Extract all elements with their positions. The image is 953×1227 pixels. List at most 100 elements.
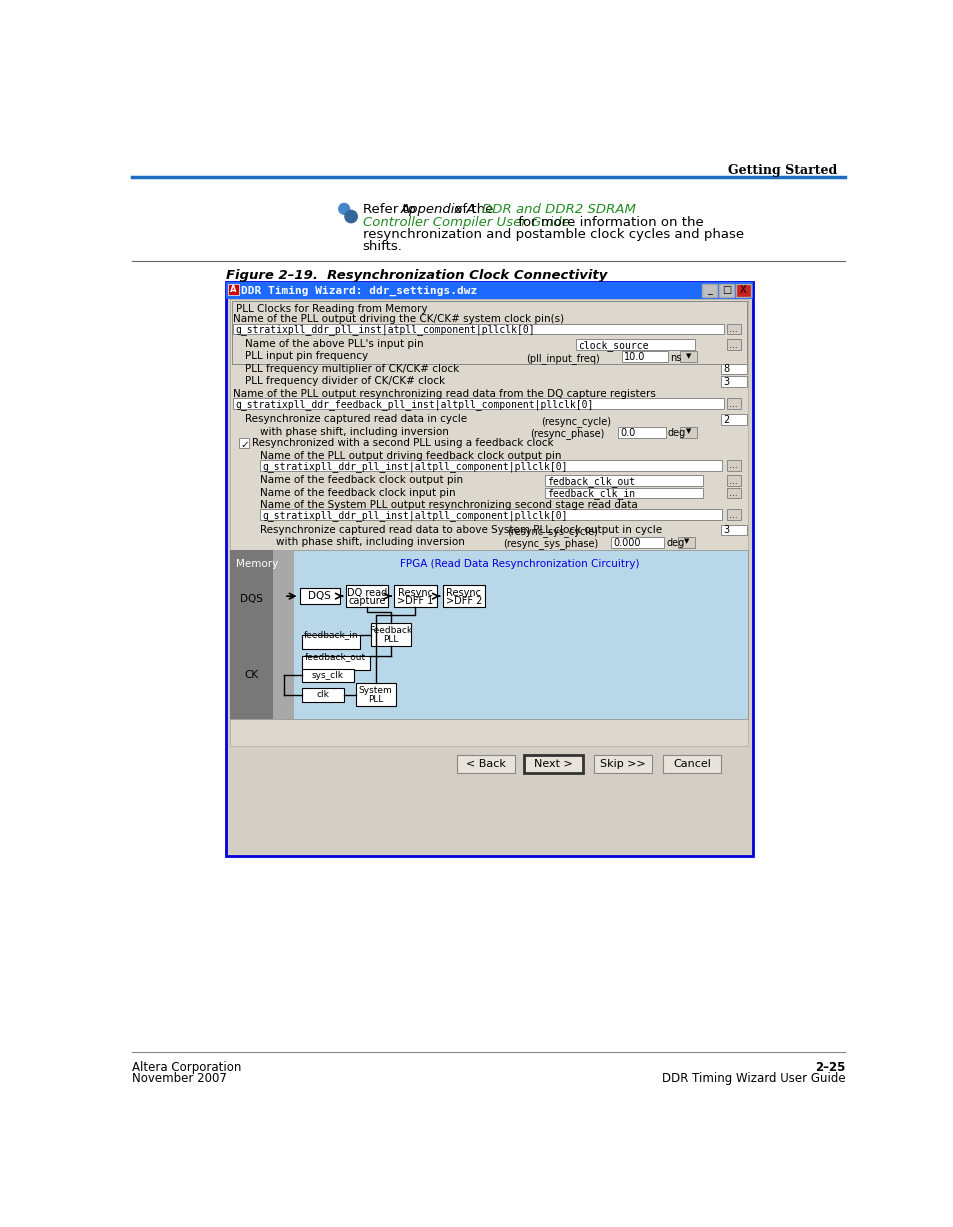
Text: Cancel: Cancel [673,760,710,769]
FancyBboxPatch shape [456,755,515,773]
FancyBboxPatch shape [260,509,721,520]
FancyBboxPatch shape [726,399,740,409]
FancyBboxPatch shape [720,415,746,426]
Text: Getting Started: Getting Started [728,164,837,177]
Text: Name of the PLL output driving the CK/CK# system clock pin(s): Name of the PLL output driving the CK/CK… [233,314,564,324]
Text: ...: ... [728,325,737,334]
Text: Resync: Resync [446,588,481,598]
Text: Figure 2–19.  Resynchronization Clock Connectivity: Figure 2–19. Resynchronization Clock Con… [225,269,606,282]
FancyBboxPatch shape [726,460,740,471]
Text: with phase shift, including inversion: with phase shift, including inversion [260,427,449,437]
Text: Resynchronized with a second PLL using a feedback clock: Resynchronized with a second PLL using a… [252,438,553,448]
FancyBboxPatch shape [230,550,290,719]
Text: Resynchronize captured read data in cycle: Resynchronize captured read data in cycl… [245,415,466,425]
Text: System: System [358,686,393,694]
FancyBboxPatch shape [355,683,395,707]
FancyBboxPatch shape [726,339,740,350]
Text: ...: ... [728,341,737,350]
Text: DDR Timing Wizard User Guide: DDR Timing Wizard User Guide [661,1072,844,1085]
Text: Name of the PLL output resynchronizing read data from the DQ capture registers: Name of the PLL output resynchronizing r… [233,389,656,399]
Text: < Back: < Back [465,760,505,769]
FancyBboxPatch shape [726,475,740,486]
Text: ▼: ▼ [683,539,689,545]
FancyBboxPatch shape [394,585,436,607]
Text: resynchronization and postamble clock cycles and phase: resynchronization and postamble clock cy… [362,228,743,240]
FancyBboxPatch shape [260,460,721,471]
Text: with phase shift, including inversion: with phase shift, including inversion [275,537,464,547]
Text: DDR Timing Wizard: ddr_settings.dwz: DDR Timing Wizard: ddr_settings.dwz [241,286,476,296]
FancyBboxPatch shape [544,475,702,486]
FancyBboxPatch shape [719,285,733,297]
Text: (resync_phase): (resync_phase) [529,428,603,439]
Text: Feedback: Feedback [369,626,413,634]
Text: PLL frequency multiplier of CK/CK# clock: PLL frequency multiplier of CK/CK# clock [245,363,458,373]
Text: Refer to: Refer to [362,204,419,216]
Text: >DFF 1: >DFF 1 [396,596,433,606]
Text: ▼: ▼ [685,428,690,434]
FancyBboxPatch shape [301,656,369,670]
Text: □: □ [721,286,730,296]
FancyBboxPatch shape [679,351,696,362]
FancyBboxPatch shape [239,438,249,448]
Text: DQS: DQS [308,591,331,601]
Text: Appendix A: Appendix A [400,204,476,216]
Text: feedback_clk_in: feedback_clk_in [547,488,635,499]
Text: Name of the PLL output driving feedback clock output pin: Name of the PLL output driving feedback … [260,450,561,460]
Text: CK: CK [245,670,258,681]
Text: g_stratixpll_ddr_pll_inst|altpll_component|pllclk[0]: g_stratixpll_ddr_pll_inst|altpll_compone… [262,460,567,471]
Text: >DFF 2: >DFF 2 [445,596,481,606]
FancyBboxPatch shape [225,282,752,855]
Text: 2: 2 [722,415,728,426]
Text: X: X [740,286,746,296]
FancyBboxPatch shape [720,375,746,387]
FancyBboxPatch shape [230,550,748,719]
Text: Resync: Resync [397,588,433,598]
FancyBboxPatch shape [371,623,411,647]
Text: of the: of the [450,204,497,216]
FancyBboxPatch shape [301,669,354,682]
Text: ✓: ✓ [240,439,249,450]
FancyBboxPatch shape [273,550,294,719]
Text: feedback_in: feedback_in [303,631,357,639]
Text: DQ read: DQ read [346,588,387,598]
Text: 0.0: 0.0 [620,427,636,438]
FancyBboxPatch shape [621,351,668,362]
FancyBboxPatch shape [225,282,752,299]
FancyBboxPatch shape [230,299,748,746]
Circle shape [345,210,356,222]
FancyBboxPatch shape [232,302,746,364]
FancyBboxPatch shape [233,324,723,334]
Text: ...: ... [728,461,737,470]
Text: for more information on the: for more information on the [513,216,702,228]
Text: feedback_out: feedback_out [305,652,366,660]
Text: (resync_sys_phase): (resync_sys_phase) [502,539,598,550]
Text: PLL Clocks for Reading from Memory: PLL Clocks for Reading from Memory [236,304,427,314]
FancyBboxPatch shape [701,285,716,297]
Text: (pll_input_freq): (pll_input_freq) [525,353,599,363]
Text: 0.000: 0.000 [612,537,639,547]
Text: DQS: DQS [240,594,263,604]
Text: 3: 3 [722,525,728,535]
FancyBboxPatch shape [299,589,339,604]
Text: A: A [230,285,236,294]
Text: Skip >>: Skip >> [599,760,645,769]
FancyBboxPatch shape [228,285,238,294]
Text: Next >: Next > [534,760,573,769]
Text: shifts.: shifts. [362,240,402,254]
Text: PLL: PLL [383,634,398,644]
FancyBboxPatch shape [576,339,695,350]
FancyBboxPatch shape [726,509,740,520]
Text: Resynchronize captured read data to above System PLL clock output in cycle: Resynchronize captured read data to abov… [260,524,661,535]
Text: PLL input pin frequency: PLL input pin frequency [245,351,368,361]
FancyBboxPatch shape [524,755,582,773]
Text: FPGA (Read Data Resynchronization Circuitry): FPGA (Read Data Resynchronization Circui… [399,560,639,569]
Text: 3: 3 [722,377,728,387]
Text: PLL frequency divider of CK/CK# clock: PLL frequency divider of CK/CK# clock [245,375,444,387]
Text: fedback_clk_out: fedback_clk_out [547,476,635,487]
FancyBboxPatch shape [618,427,665,438]
Text: Name of the System PLL output resynchronizing second stage read data: Name of the System PLL output resynchron… [260,499,638,510]
FancyBboxPatch shape [610,537,664,547]
FancyBboxPatch shape [301,634,359,649]
Text: Name of the feedback clock input pin: Name of the feedback clock input pin [260,487,456,498]
Text: 2–25: 2–25 [814,1061,844,1074]
